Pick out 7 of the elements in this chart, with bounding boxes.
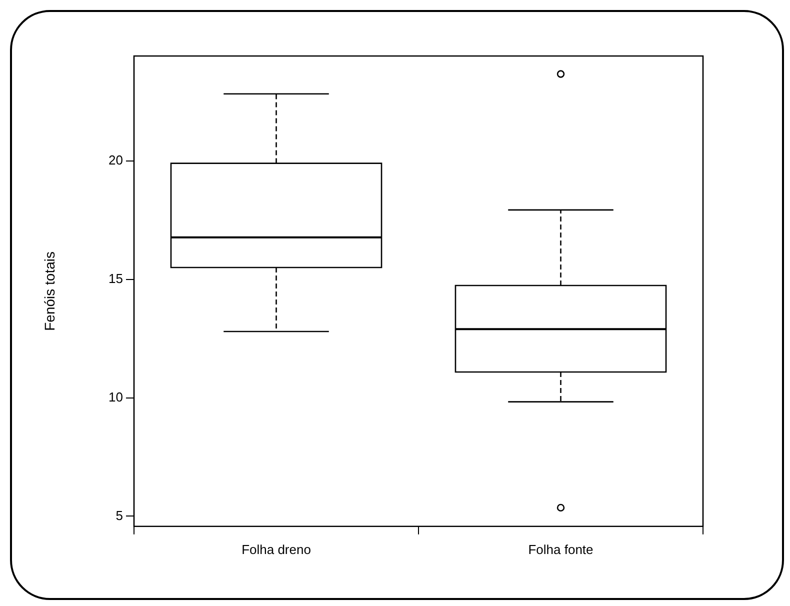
y-tick-label: 5 (116, 508, 123, 523)
y-tick-label: 10 (108, 389, 123, 404)
y-axis-title: Fenóis totais (41, 252, 58, 331)
y-tick-label: 20 (108, 152, 123, 168)
x-tick-label: Folha dreno (242, 542, 311, 557)
y-tick-label: 15 (108, 270, 123, 286)
x-tick-label: Folha fonte (528, 542, 594, 557)
